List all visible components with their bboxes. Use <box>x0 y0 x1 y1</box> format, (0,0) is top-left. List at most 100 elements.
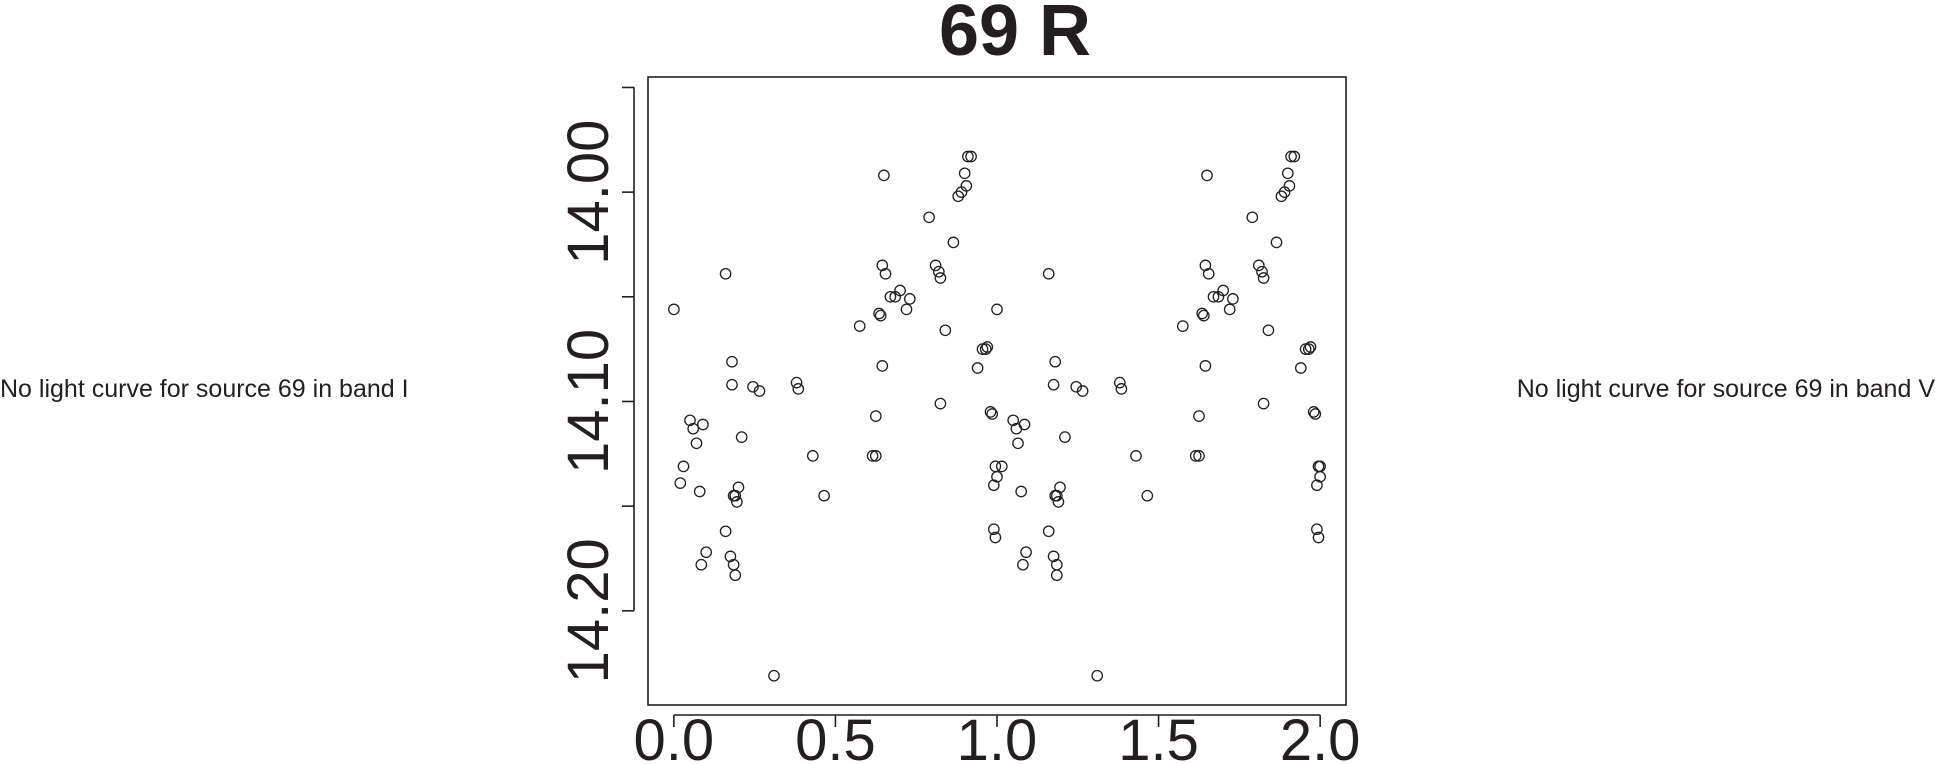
data-point <box>1047 550 1060 563</box>
data-point <box>1141 489 1154 502</box>
data-point <box>1113 376 1126 389</box>
data-point <box>1285 150 1297 163</box>
data-point <box>1017 558 1029 571</box>
data-point <box>991 303 1003 316</box>
data-point <box>668 303 680 316</box>
data-point <box>989 531 1002 544</box>
data-point <box>1015 485 1028 498</box>
data-point <box>876 360 889 372</box>
data-point <box>1018 418 1031 431</box>
data-point <box>1076 385 1089 397</box>
x-tick-label: 0.5 <box>795 708 876 764</box>
data-point <box>903 293 916 305</box>
data-point <box>1217 284 1230 297</box>
data-point <box>1314 470 1326 483</box>
data-point <box>687 422 700 435</box>
data-point <box>1052 496 1065 508</box>
data-point <box>923 211 935 224</box>
data-point <box>1288 150 1301 163</box>
data-point <box>932 265 945 278</box>
data-point <box>962 150 974 163</box>
data-point <box>900 303 913 316</box>
data-point <box>1199 360 1212 372</box>
data-point <box>724 550 737 563</box>
data-point <box>684 414 696 427</box>
data-point <box>995 460 1008 473</box>
data-point <box>929 259 942 272</box>
data-point <box>1262 324 1275 337</box>
data-point <box>790 376 803 389</box>
data-point <box>1115 383 1128 395</box>
chart-title: 69 R <box>939 0 1091 71</box>
data-point <box>939 324 952 337</box>
y-tick-label: 14.00 <box>556 120 621 265</box>
data-point <box>1189 450 1202 462</box>
data-point <box>878 169 890 182</box>
data-point <box>1054 481 1066 494</box>
data-point <box>1007 414 1020 427</box>
no-light-curve-band-i-note: No light curve for source 69 in band I <box>0 375 409 403</box>
x-axis: 0.0 0.5 1.0 1.5 2.0 <box>634 708 1361 764</box>
data-point <box>853 320 866 332</box>
data-point <box>987 479 1000 492</box>
data-point <box>690 437 703 450</box>
data-point <box>1281 167 1294 180</box>
data-point <box>1256 265 1268 278</box>
y-axis: 14.00 14.10 14.20 <box>556 86 635 683</box>
data-point <box>1307 406 1320 418</box>
data-point <box>1257 272 1270 284</box>
data-point <box>1312 531 1325 544</box>
plot-frame <box>647 76 1347 706</box>
data-point <box>674 477 687 489</box>
data-point <box>729 569 742 582</box>
no-light-curve-band-v-note: No light curve for source 69 in band V <box>1516 375 1935 403</box>
data-point <box>1050 569 1063 582</box>
data-point <box>987 523 1000 536</box>
data-point <box>1283 180 1296 192</box>
data-point <box>874 309 887 322</box>
data-point <box>965 150 977 163</box>
data-point <box>1012 437 1024 450</box>
data-point <box>719 267 732 280</box>
data-point <box>700 546 713 559</box>
data-point <box>1227 293 1239 305</box>
data-point <box>1059 431 1071 443</box>
data-point <box>1202 267 1215 280</box>
data-point <box>934 397 947 410</box>
data-point <box>768 669 780 682</box>
data-point <box>1020 546 1032 559</box>
data-point <box>677 460 690 473</box>
data-point <box>1176 320 1189 332</box>
data-point <box>1049 355 1062 368</box>
data-point <box>981 341 994 353</box>
data-point <box>879 267 892 280</box>
data-point <box>1311 479 1323 492</box>
data-point <box>1207 290 1220 303</box>
y-tick-label: 14.20 <box>556 538 621 683</box>
data-point <box>747 380 759 393</box>
data-point <box>1130 450 1142 462</box>
data-point <box>1311 523 1323 536</box>
data-point <box>876 259 889 272</box>
data-point <box>719 525 732 538</box>
data-point <box>695 558 708 571</box>
data-point <box>1309 408 1322 420</box>
data-point <box>1257 397 1270 410</box>
data-point <box>1304 341 1317 353</box>
data-point <box>1270 236 1283 249</box>
data-point <box>1193 450 1205 462</box>
data-point <box>1294 362 1307 374</box>
data-point <box>792 383 805 395</box>
data-point <box>979 343 992 355</box>
data-point <box>1223 303 1236 316</box>
data-point <box>726 355 738 368</box>
y-tick-label: 14.10 <box>556 329 621 474</box>
data-point <box>866 450 879 462</box>
data-point <box>697 418 709 431</box>
data-point <box>958 167 971 180</box>
data-point <box>1196 307 1209 320</box>
data-point <box>1197 309 1210 322</box>
x-tick-label: 0.0 <box>634 708 715 764</box>
data-point <box>884 290 897 303</box>
